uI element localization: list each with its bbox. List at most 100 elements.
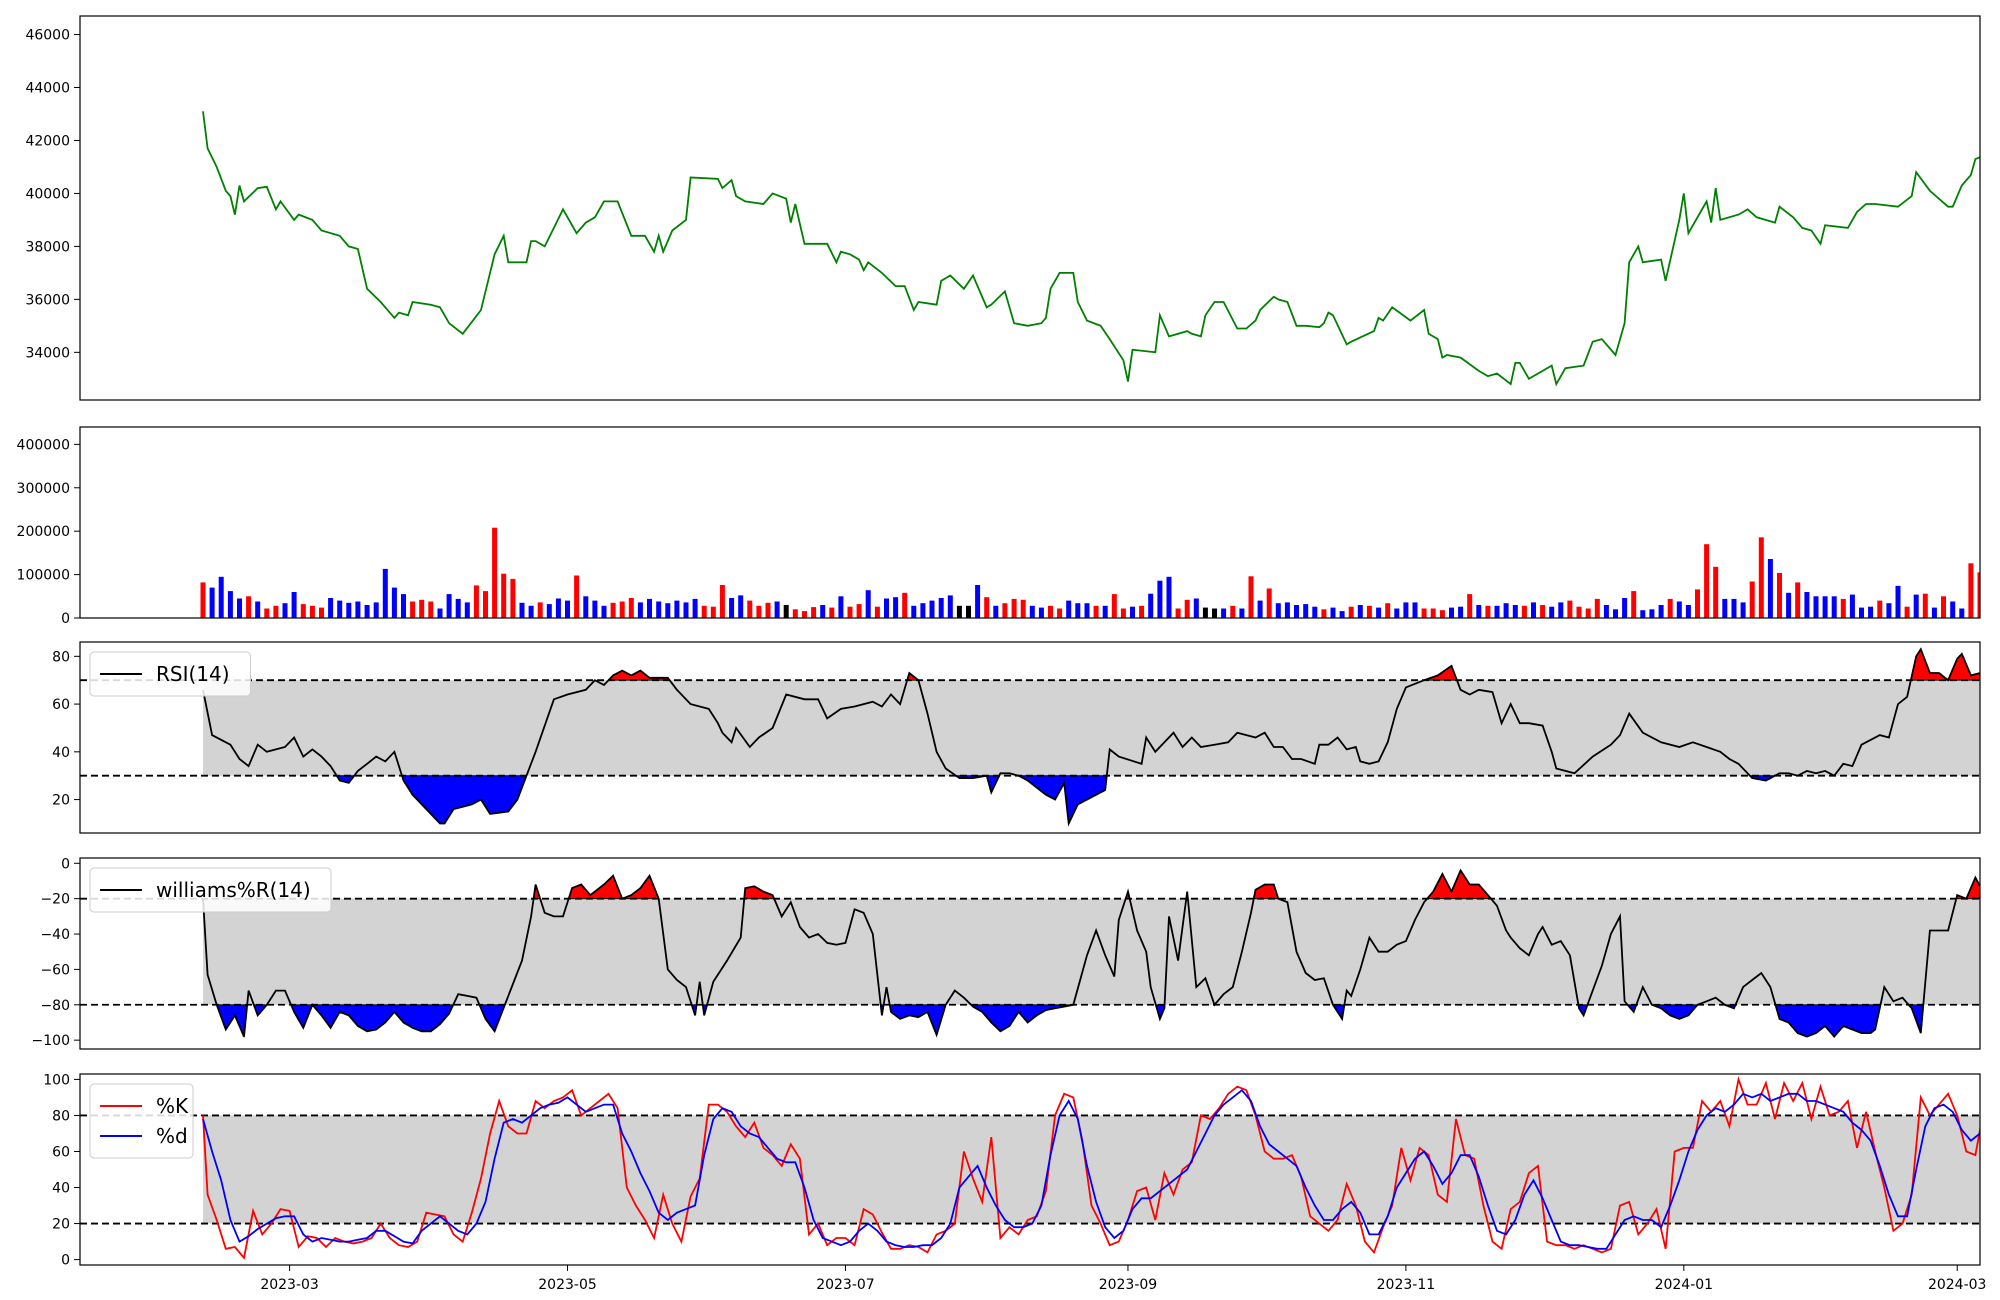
volume-bar bbox=[319, 607, 324, 618]
stochastic-frame bbox=[79, 1073, 1981, 1266]
rsi-band bbox=[203, 680, 1980, 776]
volume-bar bbox=[373, 602, 379, 618]
volume-bar bbox=[1622, 598, 1628, 618]
volume-bar bbox=[1248, 576, 1254, 618]
volume-bar bbox=[975, 585, 981, 618]
volume-bar bbox=[1713, 566, 1719, 618]
volume-bar bbox=[1685, 605, 1691, 618]
volume-bar bbox=[1330, 607, 1336, 618]
volume-bar bbox=[1421, 608, 1427, 618]
volume-bar bbox=[1157, 580, 1163, 618]
volume-bar bbox=[1284, 602, 1290, 618]
volume-bar bbox=[1640, 610, 1646, 618]
volume-bar bbox=[1731, 598, 1737, 618]
volume-bar bbox=[874, 606, 880, 618]
volume-bar bbox=[1166, 576, 1172, 618]
volume-bar bbox=[565, 600, 570, 618]
volume-bar bbox=[428, 601, 434, 618]
volume-bar bbox=[328, 598, 334, 618]
volume-bar bbox=[701, 605, 707, 618]
volume-bar bbox=[237, 598, 242, 618]
volume-bar bbox=[492, 527, 498, 618]
volume-bar bbox=[446, 594, 452, 618]
volume-bar bbox=[546, 604, 552, 618]
volume-bar bbox=[1221, 608, 1227, 618]
volume-bar bbox=[282, 603, 288, 618]
williams-legend-label: williams%R(14) bbox=[156, 878, 311, 902]
volume-bar bbox=[1321, 609, 1327, 618]
volume-bar bbox=[1695, 589, 1700, 618]
volume-bar bbox=[437, 608, 443, 618]
volume-bar bbox=[1613, 609, 1618, 618]
volume-bar bbox=[246, 596, 252, 618]
volume-bar bbox=[1467, 594, 1473, 618]
volume-bar bbox=[1531, 602, 1536, 618]
volume-bar bbox=[1840, 598, 1846, 618]
stochastic-legend bbox=[89, 1083, 194, 1159]
volume-bar bbox=[1676, 601, 1682, 618]
volume-bar bbox=[1312, 606, 1318, 618]
volume-bar bbox=[628, 598, 634, 618]
price-ytick-label: 40000 bbox=[25, 186, 70, 202]
volume-bar bbox=[455, 598, 461, 618]
williams-ytick-label: −60 bbox=[40, 962, 70, 978]
stochastic-ytick-label: 20 bbox=[52, 1217, 70, 1233]
volume-bar bbox=[1020, 599, 1026, 618]
volume-bar bbox=[1449, 607, 1454, 618]
volume-bar bbox=[1941, 596, 1946, 618]
stochastic-series-line bbox=[202, 1088, 1980, 1250]
volume-bar bbox=[1485, 605, 1491, 618]
volume-bar bbox=[738, 595, 744, 618]
volume-bar bbox=[401, 594, 406, 618]
volume-bar bbox=[756, 605, 762, 618]
volume-bar bbox=[665, 603, 671, 618]
volume-bar bbox=[1202, 607, 1208, 618]
volume-bar bbox=[1011, 598, 1017, 618]
volume-bar bbox=[656, 601, 662, 618]
williams-band bbox=[203, 898, 1980, 1005]
volume-bar bbox=[1193, 598, 1199, 618]
volume-bar bbox=[1294, 605, 1299, 618]
volume-bar bbox=[1722, 598, 1728, 618]
volume-frame bbox=[79, 426, 1981, 619]
price-ytick-label: 44000 bbox=[25, 81, 70, 97]
volume-bar bbox=[710, 606, 716, 618]
volume-bar bbox=[1111, 594, 1117, 618]
volume-bar bbox=[1120, 608, 1126, 618]
volume-bar bbox=[1038, 607, 1044, 618]
volume-bar bbox=[1376, 607, 1382, 618]
volume-bar bbox=[765, 602, 771, 618]
volume-ytick-label: 100000 bbox=[17, 568, 70, 584]
volume-bar bbox=[1904, 606, 1910, 618]
volume-ytick-label: 300000 bbox=[17, 481, 70, 497]
volume-bar bbox=[1430, 608, 1436, 618]
volume-bar bbox=[1084, 603, 1090, 618]
volume-bar bbox=[920, 603, 926, 618]
x-tick-label: 2024-03 bbox=[1928, 1277, 1987, 1293]
volume-bar bbox=[1093, 605, 1099, 618]
volume-bar bbox=[719, 585, 725, 618]
volume-bar bbox=[1749, 581, 1755, 618]
volume-bar bbox=[747, 600, 753, 618]
volume-bar bbox=[1521, 605, 1527, 618]
volume-bar bbox=[291, 592, 297, 618]
volume-bar bbox=[1795, 582, 1801, 618]
volume-bar bbox=[847, 606, 853, 618]
volume-bar bbox=[592, 600, 598, 618]
volume-bar bbox=[410, 601, 416, 618]
x-tick-label: 2023-03 bbox=[260, 1277, 319, 1293]
volume-bar bbox=[838, 596, 844, 618]
volume-bar bbox=[1494, 605, 1500, 618]
volume-bar bbox=[911, 605, 917, 618]
volume-bar bbox=[501, 573, 507, 618]
volume-bar bbox=[1184, 599, 1190, 618]
williams-series-line bbox=[202, 868, 1980, 1038]
volume-bar bbox=[1631, 591, 1637, 618]
volume-bar bbox=[483, 591, 488, 618]
volume-bar bbox=[519, 602, 525, 618]
price-ytick-label: 34000 bbox=[25, 345, 70, 361]
volume-bar bbox=[1567, 600, 1573, 618]
volume-bar bbox=[674, 600, 680, 618]
x-tick-label: 2023-09 bbox=[1099, 1277, 1158, 1293]
